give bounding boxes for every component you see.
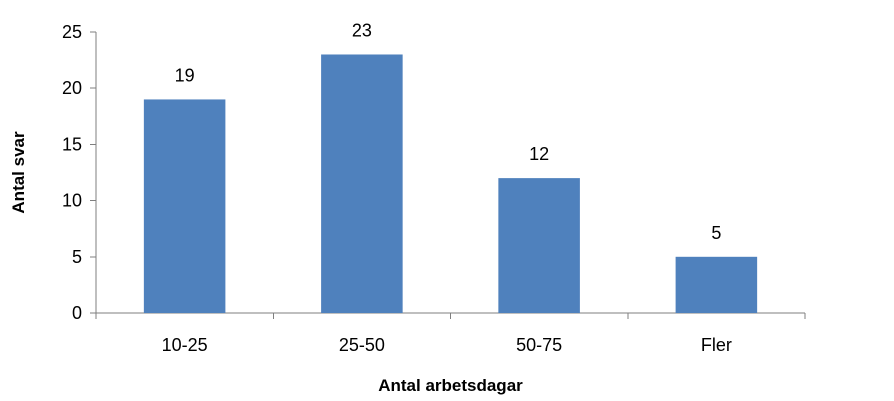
y-tick-label: 25 [62,22,82,42]
y-tick-label: 15 [62,134,82,154]
x-axis: 10-25 25-50 50-75 Fler [95,312,806,355]
data-labels: 19 23 12 5 [175,20,722,242]
data-label: 23 [352,20,372,40]
data-label: 19 [175,65,195,85]
x-tick-label: 50-75 [516,335,562,355]
data-label: 12 [529,144,549,164]
y-tick-label: 5 [72,247,82,267]
x-tick-label: 25-50 [339,335,385,355]
y-axis: 0 5 10 15 20 25 [62,22,97,323]
y-tick-label: 20 [62,78,82,98]
y-tick-label: 0 [72,303,82,323]
bar-25-50 [321,54,403,313]
bar-10-25 [143,99,226,313]
x-tick-label: Fler [701,335,732,355]
y-tick-label: 10 [62,191,82,211]
y-axis-title: Antal svar [9,131,28,214]
bar-Fler [675,256,758,313]
bars [143,54,758,313]
bar-50-75 [498,178,580,313]
x-tick-label: 10-25 [162,335,208,355]
data-label: 5 [711,223,721,243]
x-axis-title: Antal arbetsdagar [378,376,523,395]
